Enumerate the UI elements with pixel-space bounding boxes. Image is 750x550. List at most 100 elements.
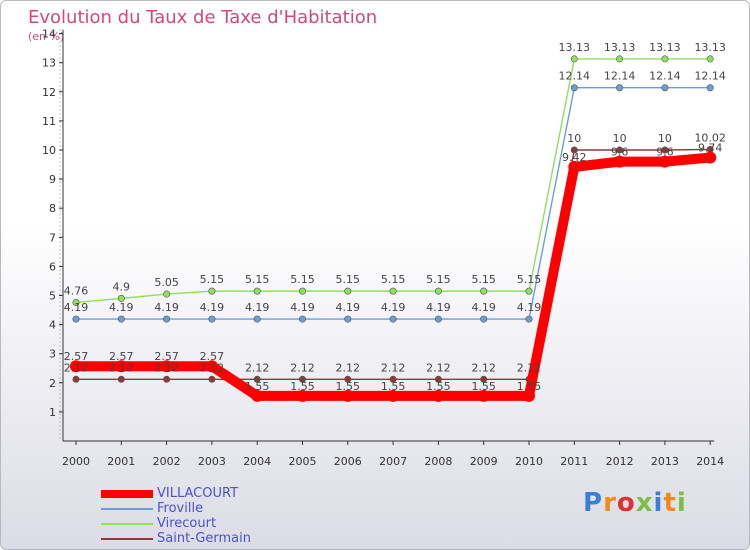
proxiti-logo: Proxiti bbox=[583, 488, 687, 518]
data-label-saint-germain: 2.12 bbox=[200, 361, 225, 374]
x-tick-label: 2010 bbox=[515, 455, 543, 468]
data-point-virecourt bbox=[298, 287, 306, 295]
data-label-froville: 4.19 bbox=[381, 301, 406, 314]
data-label-virecourt: 13.13 bbox=[604, 41, 636, 54]
data-point-saint-germain bbox=[163, 375, 171, 383]
data-point-froville bbox=[344, 315, 352, 323]
legend-item-saint-germain: Saint-Germain bbox=[101, 531, 301, 548]
x-tick-label: 2011 bbox=[560, 455, 588, 468]
chart-title: Evolution du Taux de Taxe d'Habitation bbox=[28, 7, 378, 28]
data-point-villacourt bbox=[115, 360, 128, 373]
data-point-villacourt bbox=[251, 389, 264, 402]
series-line-virecourt bbox=[75, 58, 711, 304]
data-point-villacourt bbox=[387, 389, 400, 402]
data-point-virecourt bbox=[616, 55, 624, 63]
data-label-villacourt: 1.55 bbox=[471, 380, 496, 393]
data-label-virecourt: 5.15 bbox=[381, 273, 406, 286]
data-label-saint-germain: 2.12 bbox=[381, 361, 406, 374]
data-point-froville bbox=[434, 315, 442, 323]
legend-label-virecourt: Virecourt bbox=[157, 516, 217, 531]
data-label-villacourt: 1.55 bbox=[517, 380, 542, 393]
data-point-froville bbox=[661, 84, 669, 92]
data-label-froville: 4.19 bbox=[245, 301, 270, 314]
y-tick-label: 6 bbox=[49, 260, 56, 273]
data-label-saint-germain: 2.12 bbox=[426, 361, 451, 374]
data-label-froville: 12.14 bbox=[694, 70, 726, 83]
data-point-virecourt bbox=[389, 287, 397, 295]
data-label-virecourt: 13.13 bbox=[694, 41, 726, 54]
data-point-froville bbox=[253, 315, 261, 323]
data-point-saint-germain bbox=[389, 375, 397, 383]
data-label-virecourt: 5.15 bbox=[471, 273, 496, 286]
data-point-saint-germain bbox=[298, 375, 306, 383]
data-label-virecourt: 4.76 bbox=[64, 284, 89, 297]
legend-label-villacourt: VILLACOURT bbox=[157, 486, 239, 501]
data-label-froville: 12.14 bbox=[559, 70, 591, 83]
data-point-saint-germain bbox=[661, 146, 669, 154]
data-label-virecourt: 5.15 bbox=[336, 273, 361, 286]
data-label-virecourt: 13.13 bbox=[559, 41, 591, 54]
logo-letter: r bbox=[603, 488, 617, 518]
data-label-villacourt: 9.74 bbox=[698, 142, 723, 155]
data-point-virecourt bbox=[72, 298, 80, 306]
data-point-froville bbox=[616, 84, 624, 92]
data-label-villacourt: 1.55 bbox=[426, 380, 451, 393]
data-point-froville bbox=[117, 315, 125, 323]
data-point-saint-germain bbox=[480, 375, 488, 383]
data-point-villacourt bbox=[477, 389, 490, 402]
data-label-froville: 4.19 bbox=[426, 301, 451, 314]
y-tick-label: 12 bbox=[42, 86, 56, 99]
legend-swatch-saint-germain bbox=[101, 538, 153, 540]
legend-label-froville: Froville bbox=[157, 501, 204, 516]
data-point-froville bbox=[389, 315, 397, 323]
data-label-saint-germain: 10.02 bbox=[694, 131, 726, 144]
data-label-villacourt: 1.55 bbox=[381, 380, 406, 393]
data-label-froville: 12.14 bbox=[604, 70, 636, 83]
logo-letter: P bbox=[583, 488, 604, 518]
data-label-virecourt: 4.9 bbox=[113, 280, 131, 293]
data-label-froville: 4.19 bbox=[517, 301, 542, 314]
data-point-froville bbox=[525, 315, 533, 323]
data-label-virecourt: 5.15 bbox=[426, 273, 451, 286]
data-label-saint-germain: 2.12 bbox=[517, 361, 542, 374]
data-point-virecourt bbox=[117, 294, 125, 302]
x-tick-label: 2004 bbox=[243, 455, 271, 468]
data-label-saint-germain: 2.12 bbox=[290, 361, 315, 374]
data-point-virecourt bbox=[208, 287, 216, 295]
y-tick-label: 5 bbox=[49, 290, 56, 303]
data-label-virecourt: 5.15 bbox=[290, 273, 315, 286]
legend-swatch-virecourt bbox=[101, 523, 153, 525]
data-point-virecourt bbox=[253, 287, 261, 295]
data-label-villacourt: 9.6 bbox=[611, 146, 629, 159]
data-label-saint-germain: 2.12 bbox=[336, 361, 361, 374]
legend-swatch-froville bbox=[101, 508, 153, 510]
data-point-villacourt bbox=[296, 389, 309, 402]
logo-letter: i bbox=[653, 488, 664, 518]
data-label-villacourt: 2.57 bbox=[200, 350, 225, 363]
data-point-froville bbox=[72, 315, 80, 323]
data-label-virecourt: 5.15 bbox=[245, 273, 270, 286]
data-point-virecourt bbox=[434, 287, 442, 295]
x-tick-label: 2007 bbox=[379, 455, 407, 468]
data-label-villacourt: 2.57 bbox=[109, 350, 134, 363]
logo-letter: x bbox=[635, 488, 654, 518]
y-tick-label: 11 bbox=[42, 115, 56, 128]
data-label-saint-germain: 10 bbox=[567, 132, 581, 145]
legend-item-froville: Froville bbox=[101, 501, 301, 518]
y-tick-label: 8 bbox=[49, 202, 56, 215]
data-label-virecourt: 5.15 bbox=[200, 273, 225, 286]
data-label-froville: 4.19 bbox=[154, 301, 179, 314]
data-point-virecourt bbox=[570, 55, 578, 63]
x-tick-label: 2000 bbox=[62, 455, 90, 468]
data-point-virecourt bbox=[344, 287, 352, 295]
x-tick-label: 2005 bbox=[289, 455, 317, 468]
y-tick-label: 13 bbox=[42, 57, 56, 70]
y-tick-label: 10 bbox=[42, 144, 56, 157]
data-label-saint-germain: 2.12 bbox=[471, 361, 496, 374]
data-label-saint-germain: 2.12 bbox=[109, 361, 134, 374]
data-point-villacourt bbox=[568, 160, 581, 173]
x-tick-label: 2001 bbox=[107, 455, 135, 468]
chart-unit-label: (en %) bbox=[28, 30, 65, 43]
x-tick-label: 2006 bbox=[334, 455, 362, 468]
